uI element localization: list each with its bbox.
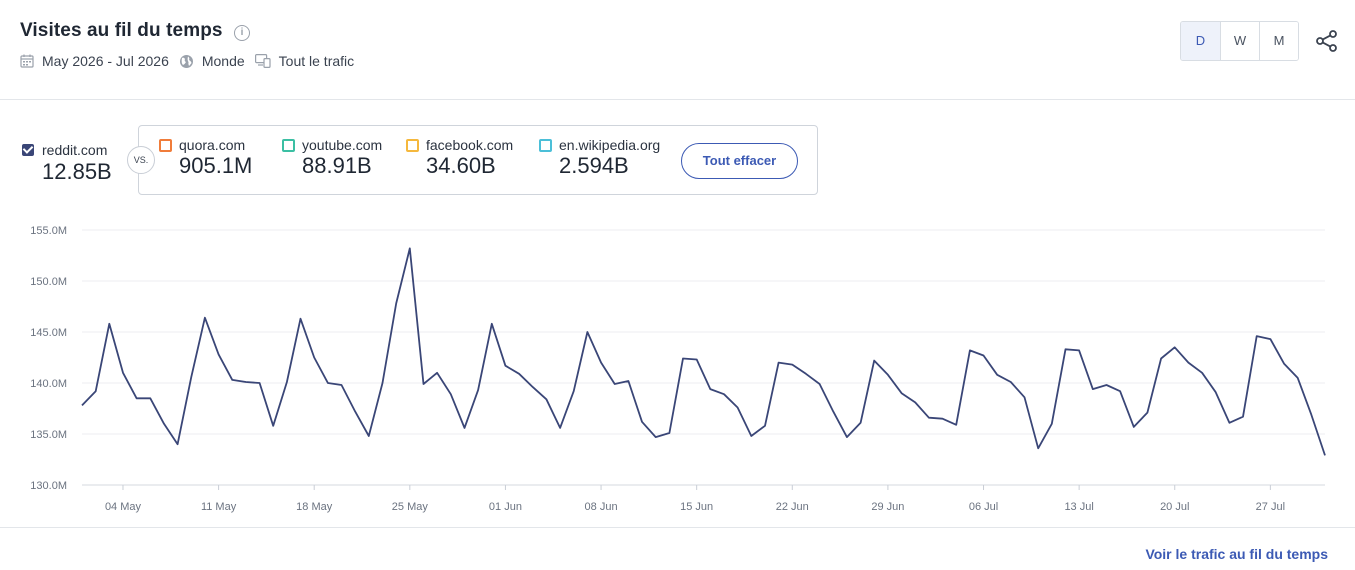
devices-icon bbox=[254, 54, 271, 68]
x-tick-label: 25 May bbox=[392, 501, 429, 513]
widget-header: Visites au fil du temps i May 2026 - Jul… bbox=[0, 0, 1355, 100]
competitor-value: 2.594B bbox=[559, 153, 629, 178]
widget-title: Visites au fil du temps bbox=[20, 20, 223, 41]
competitor-name: youtube.com bbox=[302, 137, 383, 153]
x-tick-label: 13 Jul bbox=[1064, 501, 1093, 513]
filter-summary: May 2026 - Jul 2026 Monde Tout le trafic bbox=[20, 53, 364, 69]
competitor-checkbox[interactable] bbox=[539, 139, 552, 152]
x-tick-label: 04 May bbox=[105, 501, 142, 513]
competitor-value: 88.91B bbox=[302, 153, 372, 178]
competitor-value: 905.1M bbox=[179, 153, 253, 178]
main-site-value: 12.85B bbox=[42, 159, 112, 184]
y-tick-label: 150.0M bbox=[30, 276, 67, 288]
competitor-name: quora.com bbox=[179, 137, 246, 153]
x-tick-label: 18 May bbox=[296, 501, 333, 513]
main-site-name: reddit.com bbox=[42, 142, 108, 158]
globe-icon bbox=[179, 54, 193, 68]
date-range[interactable]: May 2026 - Jul 2026 bbox=[20, 53, 169, 69]
date-range-label: May 2026 - Jul 2026 bbox=[42, 53, 169, 69]
granularity-week[interactable]: W bbox=[1220, 22, 1259, 60]
y-tick-label: 130.0M bbox=[30, 480, 67, 492]
view-traffic-link[interactable]: Voir le trafic au fil du temps bbox=[1145, 546, 1328, 562]
x-tick-label: 29 Jun bbox=[871, 501, 904, 513]
x-tick-label: 15 Jun bbox=[680, 501, 713, 513]
y-tick-label: 140.0M bbox=[30, 378, 67, 390]
y-tick-label: 155.0M bbox=[30, 225, 67, 237]
granularity-day[interactable]: D bbox=[1181, 22, 1220, 60]
x-tick-label: 20 Jul bbox=[1160, 501, 1189, 513]
competitor-value: 34.60B bbox=[426, 153, 496, 178]
competitor-name: facebook.com bbox=[426, 137, 514, 153]
series-line-reddit bbox=[81, 247, 1326, 456]
granularity-month[interactable]: M bbox=[1259, 22, 1298, 60]
region-filter[interactable]: Monde bbox=[179, 53, 245, 69]
x-tick-label: 27 Jul bbox=[1256, 501, 1285, 513]
footer-divider bbox=[0, 527, 1355, 528]
main-site-checkbox[interactable] bbox=[22, 144, 34, 156]
x-tick-label: 01 Jun bbox=[489, 501, 522, 513]
region-label: Monde bbox=[201, 53, 245, 69]
y-tick-label: 135.0M bbox=[30, 429, 67, 441]
calendar-icon bbox=[20, 54, 34, 68]
competitor-checkbox[interactable] bbox=[282, 139, 295, 152]
share-icon[interactable] bbox=[1314, 28, 1340, 54]
traffic-filter[interactable]: Tout le trafic bbox=[254, 53, 355, 69]
granularity-toggle: D W M bbox=[1180, 21, 1299, 61]
competitor-checkbox[interactable] bbox=[406, 139, 419, 152]
x-tick-label: 11 May bbox=[201, 501, 237, 513]
x-tick-label: 06 Jul bbox=[969, 501, 998, 513]
x-tick-label: 08 Jun bbox=[585, 501, 618, 513]
competitor-legend: quora.com 905.1M youtube.com 88.91B face… bbox=[138, 125, 818, 195]
competitor-checkbox[interactable] bbox=[159, 139, 172, 152]
visits-line-chart: 130.0M 135.0M 140.0M 145.0M 150.0M 155.0M 04 M… bbox=[30, 225, 1326, 513]
info-icon[interactable]: i bbox=[234, 25, 250, 41]
competitor-name: en.wikipedia.org bbox=[559, 137, 661, 153]
y-tick-label: 145.0M bbox=[30, 327, 67, 339]
vs-badge: VS. bbox=[127, 146, 155, 174]
traffic-label: Tout le trafic bbox=[278, 53, 355, 69]
clear-all-button[interactable]: Tout effacer bbox=[681, 143, 798, 179]
x-tick-label: 22 Jun bbox=[776, 501, 809, 513]
